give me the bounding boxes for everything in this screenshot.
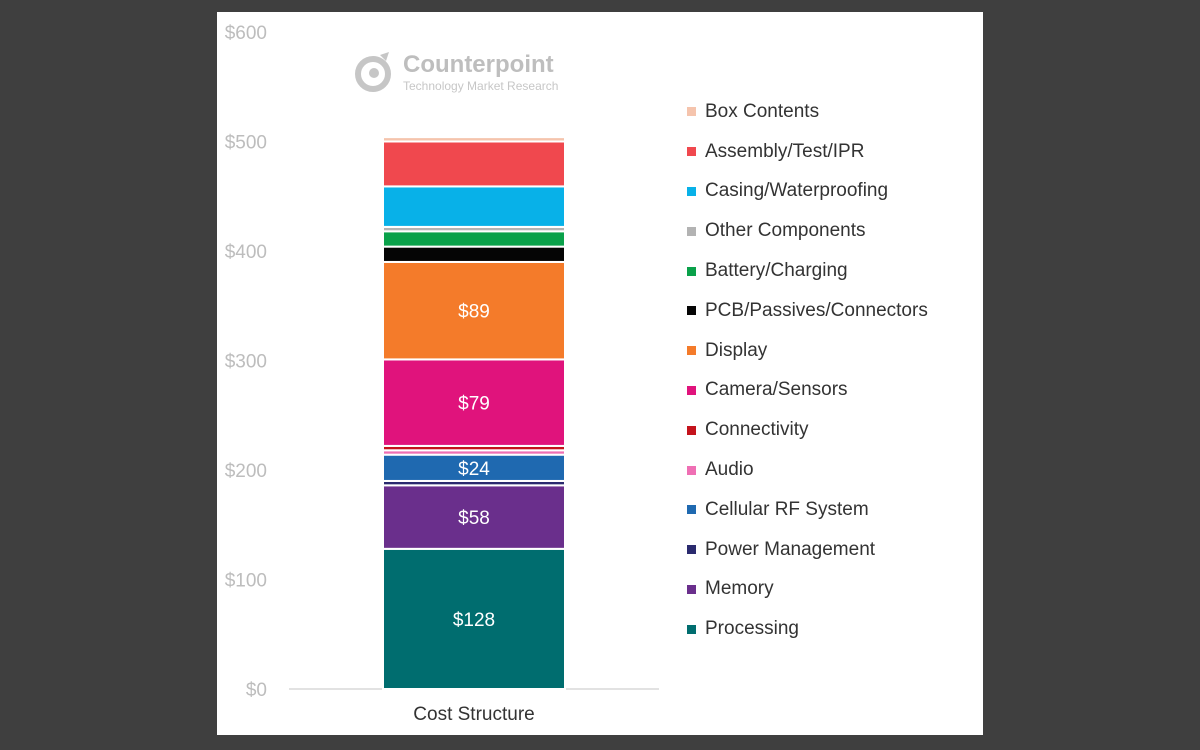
data-label: $79 <box>458 394 490 415</box>
legend-swatch <box>687 624 696 634</box>
legend-swatch <box>687 425 696 435</box>
legend-item: Camera/Sensors <box>687 371 977 411</box>
y-tick-label: $400 <box>225 242 267 263</box>
legend-item: Power Management <box>687 530 977 570</box>
y-tick-label: $200 <box>225 461 267 482</box>
y-tick-label: $100 <box>225 571 267 592</box>
legend-label: Display <box>705 339 768 361</box>
legend-swatch <box>687 147 696 157</box>
legend-item: Display <box>687 331 977 371</box>
counterpoint-logo-icon <box>355 52 391 92</box>
legend-label: Camera/Sensors <box>705 379 848 401</box>
legend-item: Assembly/Test/IPR <box>687 132 977 172</box>
legend-swatch <box>687 306 696 316</box>
stacked-bar-chart: $0 $100 $200 $300 $400 $500 $600 $128 $58 $24 $79… <box>225 23 659 725</box>
bar-segment-box-contents <box>382 136 566 143</box>
legend-swatch <box>687 186 696 196</box>
chart-panel: $0 $100 $200 $300 $400 $500 $600 $128 $58 $24 $79… <box>217 12 983 735</box>
legend-item: Cellular RF System <box>687 490 977 530</box>
bar-stack: $128 $58 $24 $79 $89 <box>382 136 566 691</box>
legend-swatch <box>687 266 696 276</box>
bar-segment-memory <box>382 484 566 550</box>
legend-label: PCB/Passives/Connectors <box>705 299 928 321</box>
legend-item: Connectivity <box>687 410 977 450</box>
legend-label: Other Components <box>705 220 866 242</box>
legend-item: Other Components <box>687 211 977 251</box>
legend-label: Cellular RF System <box>705 498 869 520</box>
legend: Box Contents Assembly/Test/IPR Casing/Wate… <box>687 92 977 649</box>
legend-label: Battery/Charging <box>705 260 848 282</box>
bar-segment-assembly-test-ipr <box>382 140 566 188</box>
legend-label: Assembly/Test/IPR <box>705 140 865 162</box>
y-tick-label: $500 <box>225 133 267 154</box>
x-category-label: Cost Structure <box>413 704 534 725</box>
legend-swatch <box>687 465 696 475</box>
data-label: $89 <box>458 302 490 323</box>
data-label: $128 <box>453 610 495 631</box>
bar-segment-pcb-passives-connectors <box>382 245 566 263</box>
legend-swatch <box>687 346 696 356</box>
legend-label: Connectivity <box>705 419 809 441</box>
legend-swatch <box>687 505 696 515</box>
bar-segment-camera-sensors <box>382 358 566 447</box>
legend-item: Battery/Charging <box>687 251 977 291</box>
legend-item: Casing/Waterproofing <box>687 172 977 212</box>
legend-swatch <box>687 545 696 555</box>
legend-swatch <box>687 584 696 594</box>
y-tick-label: $300 <box>225 352 267 373</box>
legend-item: Box Contents <box>687 92 977 132</box>
legend-item: Memory <box>687 570 977 610</box>
data-label: $58 <box>458 508 490 529</box>
legend-label: Power Management <box>705 538 876 560</box>
legend-swatch <box>687 385 696 395</box>
legend-label: Audio <box>705 459 754 481</box>
legend-label: Box Contents <box>705 100 820 122</box>
legend-label: Memory <box>705 578 774 600</box>
legend-item: PCB/Passives/Connectors <box>687 291 977 331</box>
y-tick-label: $0 <box>246 680 267 701</box>
watermark-tagline: Technology Market Research <box>403 78 559 93</box>
bar-segment-casing-waterproofing <box>382 185 566 228</box>
legend-item: Audio <box>687 450 977 490</box>
legend-label: Casing/Waterproofing <box>705 180 889 202</box>
legend-swatch <box>687 226 696 236</box>
y-tick-label: $600 <box>225 23 267 44</box>
bar-segment-processing <box>382 547 566 691</box>
legend-item: Processing <box>687 609 977 649</box>
bar-segment-display <box>382 260 566 361</box>
legend-swatch <box>687 107 696 117</box>
counterpoint-watermark: Counterpoint Technology Market Research <box>353 48 558 96</box>
data-label: $24 <box>458 459 490 480</box>
legend-label: Processing <box>705 618 799 640</box>
y-axis: $0 $100 $200 $300 $400 $500 $600 <box>225 23 267 701</box>
bar-segment-battery-charging <box>382 230 566 248</box>
watermark-brand-name: Counterpoint <box>403 50 554 78</box>
